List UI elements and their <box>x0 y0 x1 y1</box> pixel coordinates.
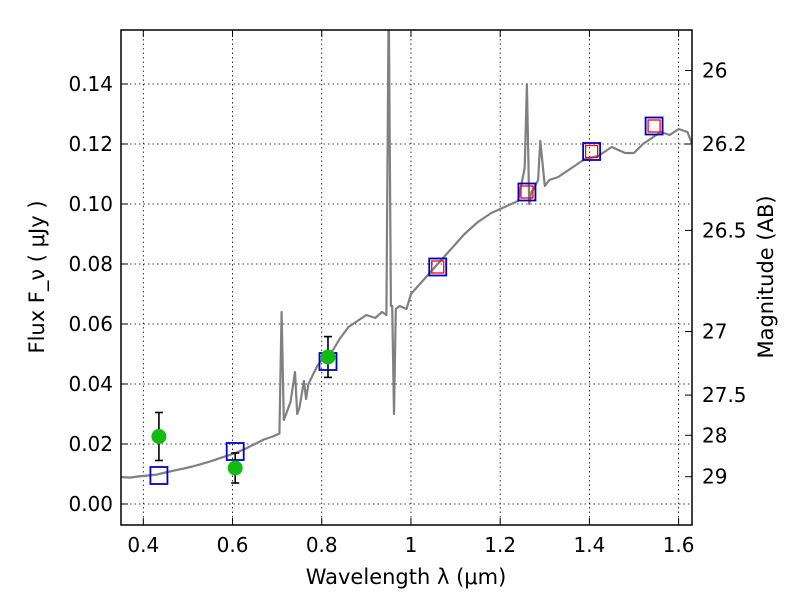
right-tick-label: 27.5 <box>702 383 747 407</box>
observed-photometry-marker <box>520 185 534 199</box>
model-photometry-square <box>428 257 448 277</box>
observed-data-point <box>320 349 336 365</box>
grid-lines <box>121 30 692 525</box>
right-tick-label: 26 <box>702 59 727 83</box>
model-photometry-square <box>517 182 537 202</box>
y-axis-label: Flux F_ν ( μJy ) <box>25 200 50 353</box>
x-tick-label: 0.4 <box>127 533 159 557</box>
x-tick-label: 1.6 <box>663 533 695 557</box>
model-photometry-square <box>644 116 664 136</box>
observed-data-point <box>151 429 167 444</box>
x-tick-label: 1.4 <box>573 533 605 557</box>
model-photometry-square <box>149 466 169 485</box>
plot-data <box>121 30 692 485</box>
right-tick-label: 29 <box>702 465 727 489</box>
right-tick-label: 28 <box>702 423 727 447</box>
observed-photometry-marker <box>431 260 445 274</box>
right-axis-label: Magnitude (AB) <box>754 195 778 358</box>
right-tick-label: 26.2 <box>702 132 747 156</box>
observed-photometry-marker <box>647 119 661 133</box>
y-tick-label: 0.08 <box>68 252 113 276</box>
plot-frame <box>120 29 693 526</box>
y-tick-label: 0.12 <box>68 132 113 156</box>
y-tick-label: 0.10 <box>68 192 113 216</box>
y-tick-label: 0.06 <box>68 312 113 336</box>
model-spectrum-line <box>121 30 692 479</box>
observed-data-point <box>227 460 243 476</box>
y-tick-label: 0.14 <box>68 72 113 96</box>
observed-photometry-marker <box>584 144 599 159</box>
x-tick-label: 1 <box>405 533 418 557</box>
x-tick-label: 1.2 <box>484 533 516 557</box>
x-axis-label: Wavelength λ (μm) <box>306 565 507 589</box>
x-tick-label: 0.8 <box>306 533 338 557</box>
right-tick-label: 26.5 <box>702 218 747 242</box>
right-tick-label: 27 <box>702 320 727 344</box>
y-tick-label: 0.00 <box>68 492 113 516</box>
x-tick-label: 0.6 <box>217 533 249 557</box>
model-photometry-square <box>582 142 602 161</box>
axis-ticks: 0.4 0.6 0.8 1 1.2 1.4 1.6 0.00 0.02 0.04 0.06 0.08 0… <box>68 30 747 557</box>
y-tick-label: 0.02 <box>68 432 113 456</box>
y-tick-label: 0.04 <box>68 372 113 396</box>
